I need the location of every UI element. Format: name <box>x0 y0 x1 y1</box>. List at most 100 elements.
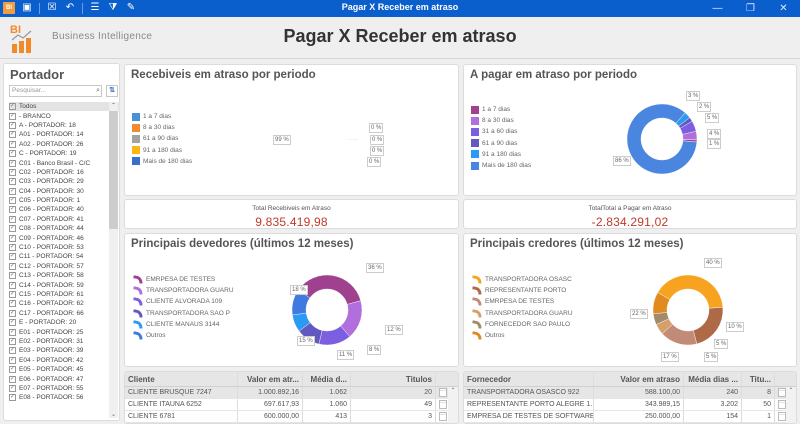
table-row[interactable]: CLIENTE BRUSQUE 7247 1.000.892,16 1.062 20 ·… <box>125 387 458 399</box>
legend-item[interactable]: Outros <box>471 330 573 341</box>
checkbox-checked-icon[interactable]: ✓ <box>9 262 16 270</box>
portador-item[interactable]: ✓ C11 - PORTADOR: 54 <box>9 252 120 261</box>
legend-item[interactable]: TRANSPORTADORA OSASC <box>471 274 573 285</box>
checkbox-checked-icon[interactable]: ✓ <box>9 366 16 374</box>
checkbox-checked-icon[interactable]: ✓ <box>9 121 16 129</box>
column-header-fornecedor[interactable]: Fornecedor <box>464 372 594 386</box>
scroll-thumb[interactable] <box>109 111 118 229</box>
legend-item[interactable]: Mais de 180 dias <box>471 160 531 171</box>
legend-item[interactable]: CLIENTE MANAUS 3144 <box>132 319 234 330</box>
portador-item[interactable]: ✓ C02 - PORTADOR: 16 <box>9 168 120 177</box>
bi-app-icon[interactable]: BI <box>3 2 15 14</box>
portador-item[interactable]: ✓ E04 - PORTADOR: 42 <box>9 356 120 365</box>
checkbox-checked-icon[interactable]: ✓ <box>9 178 16 186</box>
checkbox-checked-icon[interactable]: ✓ <box>9 394 16 402</box>
portador-item[interactable]: ✓ E01 - PORTADOR: 25 <box>9 327 120 336</box>
portador-item[interactable]: ✓ C05 - PORTADOR: 1 <box>9 196 120 205</box>
close-doc-icon[interactable]: ☒ <box>47 2 57 13</box>
credores-donut-chart[interactable] <box>652 274 724 346</box>
legend-item[interactable]: EMRPESA DE TESTES <box>471 296 573 307</box>
table-row[interactable]: REPRESENTANTE PORTO ALEGRE 1... 343.989,1… <box>464 399 796 411</box>
checkbox-checked-icon[interactable]: ✓ <box>9 150 16 158</box>
portador-search-input[interactable]: Pesquisar... ⌕ <box>9 85 102 97</box>
portador-item[interactable]: ✓ C07 - PORTADOR: 41 <box>9 215 120 224</box>
portador-item[interactable]: ✓ C16 - PORTADOR: 62 <box>9 299 120 308</box>
portador-item[interactable]: ✓ C12 - PORTADOR: 57 <box>9 262 120 271</box>
checkbox-checked-icon[interactable]: ✓ <box>9 384 16 392</box>
legend-item[interactable]: REPRESENTANTE PORTO <box>471 285 573 296</box>
scroll-up-icon[interactable]: ⌃ <box>110 103 117 109</box>
checkbox-checked-icon[interactable]: ✓ <box>9 225 16 233</box>
portador-item[interactable]: ✓ A02 - PORTADOR: 26 <box>9 140 120 149</box>
portador-item[interactable]: ✓ C04 - PORTADOR: 30 <box>9 187 120 196</box>
legend-item[interactable]: 61 a 90 dias <box>132 133 192 144</box>
portador-item[interactable]: ✓ E08 - PORTADOR: 56 <box>9 393 120 402</box>
checkbox-checked-icon[interactable]: ✓ <box>9 206 16 214</box>
donut-slice[interactable] <box>657 274 724 309</box>
checkbox-checked-icon[interactable]: ✓ <box>9 375 16 383</box>
checkbox-checked-icon[interactable]: ✓ <box>9 103 16 111</box>
restore-button[interactable]: ❐ <box>746 3 755 14</box>
checkbox-checked-icon[interactable]: ✓ <box>9 131 16 139</box>
list-icon[interactable]: ☰ <box>90 2 100 13</box>
save-icon[interactable]: ▣ <box>22 2 32 13</box>
table-scrollbar[interactable]: ⌃ <box>786 387 796 423</box>
portador-item[interactable]: ✓ C17 - PORTADOR: 66 <box>9 309 120 318</box>
table-row[interactable]: CLIENTE ITAUNA 6252 697.617,93 1.060 49 ··· <box>125 399 458 411</box>
filter-icon[interactable]: ⧩ <box>108 2 118 13</box>
recebiveis-donut-chart[interactable] <box>287 103 359 175</box>
checkbox-checked-icon[interactable]: ✓ <box>9 291 16 298</box>
legend-item[interactable]: 8 a 30 dias <box>132 122 192 133</box>
column-header-titulos[interactable]: Titulos <box>351 372 436 386</box>
portador-item[interactable]: ✓ E06 - PORTADOR: 47 <box>9 374 120 383</box>
minimize-button[interactable]: — <box>712 3 723 14</box>
checkbox-checked-icon[interactable]: ✓ <box>9 281 16 289</box>
portador-item[interactable]: ✓ C06 - PORTADOR: 40 <box>9 205 120 214</box>
more-options-button[interactable]: ··· <box>778 388 786 397</box>
edit-icon[interactable]: ✎ <box>126 2 136 13</box>
legend-item[interactable]: 1 a 7 dias <box>132 111 192 122</box>
legend-item[interactable]: 91 a 180 dias <box>471 149 531 160</box>
sort-button[interactable]: ⇅ <box>106 85 118 97</box>
column-header-valor[interactable]: Valor em atraso <box>594 372 684 386</box>
portador-item[interactable]: ✓ E05 - PORTADOR: 45 <box>9 365 120 374</box>
checkbox-checked-icon[interactable]: ✓ <box>9 319 16 327</box>
legend-item[interactable]: TRANSPORTADORA GUARU <box>132 285 234 296</box>
legend-item[interactable]: 1 a 7 dias <box>471 104 531 115</box>
search-icon[interactable]: ⌕ <box>96 87 100 94</box>
portador-item[interactable]: ✓ E07 - PORTADOR: 55 <box>9 384 120 393</box>
checkbox-checked-icon[interactable]: ✓ <box>9 309 16 317</box>
checkbox-checked-icon[interactable]: ✓ <box>9 187 16 195</box>
table-row[interactable]: CLIENTE 6781 600.000,00 413 3 ··· <box>125 411 458 423</box>
checkbox-checked-icon[interactable]: ✓ <box>9 337 16 345</box>
legend-item[interactable]: 61 a 90 dias <box>471 138 531 149</box>
column-header-valor[interactable]: Valor em atr... <box>238 372 303 386</box>
checkbox-checked-icon[interactable]: ✓ <box>9 140 16 148</box>
portador-item[interactable]: ✓ C15 - PORTADOR: 61 <box>9 290 120 299</box>
portador-item[interactable]: ✓ A - PORTADOR: 18 <box>9 121 120 130</box>
legend-item[interactable]: CLIENTE ALVORADA 109 <box>132 296 234 307</box>
more-options-button[interactable]: ··· <box>439 412 447 421</box>
more-options-button[interactable]: ··· <box>439 400 447 409</box>
portador-item[interactable]: ✓ - BRANCO <box>9 111 120 120</box>
legend-item[interactable]: EMRPESA DE TESTES <box>132 274 234 285</box>
donut-slice[interactable] <box>626 103 698 175</box>
more-options-button[interactable]: ··· <box>778 400 786 409</box>
checkbox-checked-icon[interactable]: ✓ <box>9 356 16 364</box>
portador-item[interactable]: ✓ A01 - PORTADOR: 14 <box>9 130 120 139</box>
legend-item[interactable]: TRANSPORTADORA GUARU <box>471 308 573 319</box>
checkbox-checked-icon[interactable]: ✓ <box>9 215 16 223</box>
checkbox-checked-icon[interactable]: ✓ <box>9 347 16 355</box>
portador-item[interactable]: ✓ C08 - PORTADOR: 44 <box>9 224 120 233</box>
checkbox-checked-icon[interactable]: ✓ <box>9 253 16 261</box>
table-scrollbar[interactable]: ⌃ <box>448 387 458 423</box>
checkbox-checked-icon[interactable]: ✓ <box>9 112 16 120</box>
checkbox-checked-icon[interactable]: ✓ <box>9 244 16 252</box>
undo-icon[interactable]: ↶ <box>65 2 75 13</box>
more-options-button[interactable]: ··· <box>439 388 447 397</box>
portador-item[interactable]: ✓ C01 - Banco Brasil - C/C <box>9 158 120 167</box>
scroll-down-icon[interactable]: ⌄ <box>110 412 117 418</box>
legend-item[interactable]: FORNECEDOR SAO PAULO <box>471 319 573 330</box>
table-row[interactable]: TRANSPORTADORA OSASCO 922 588.100,00 240 8 ·… <box>464 387 796 399</box>
table-row[interactable]: EMPRESA DE TESTES DE SOFTWARE 250.000,00 1… <box>464 411 796 423</box>
